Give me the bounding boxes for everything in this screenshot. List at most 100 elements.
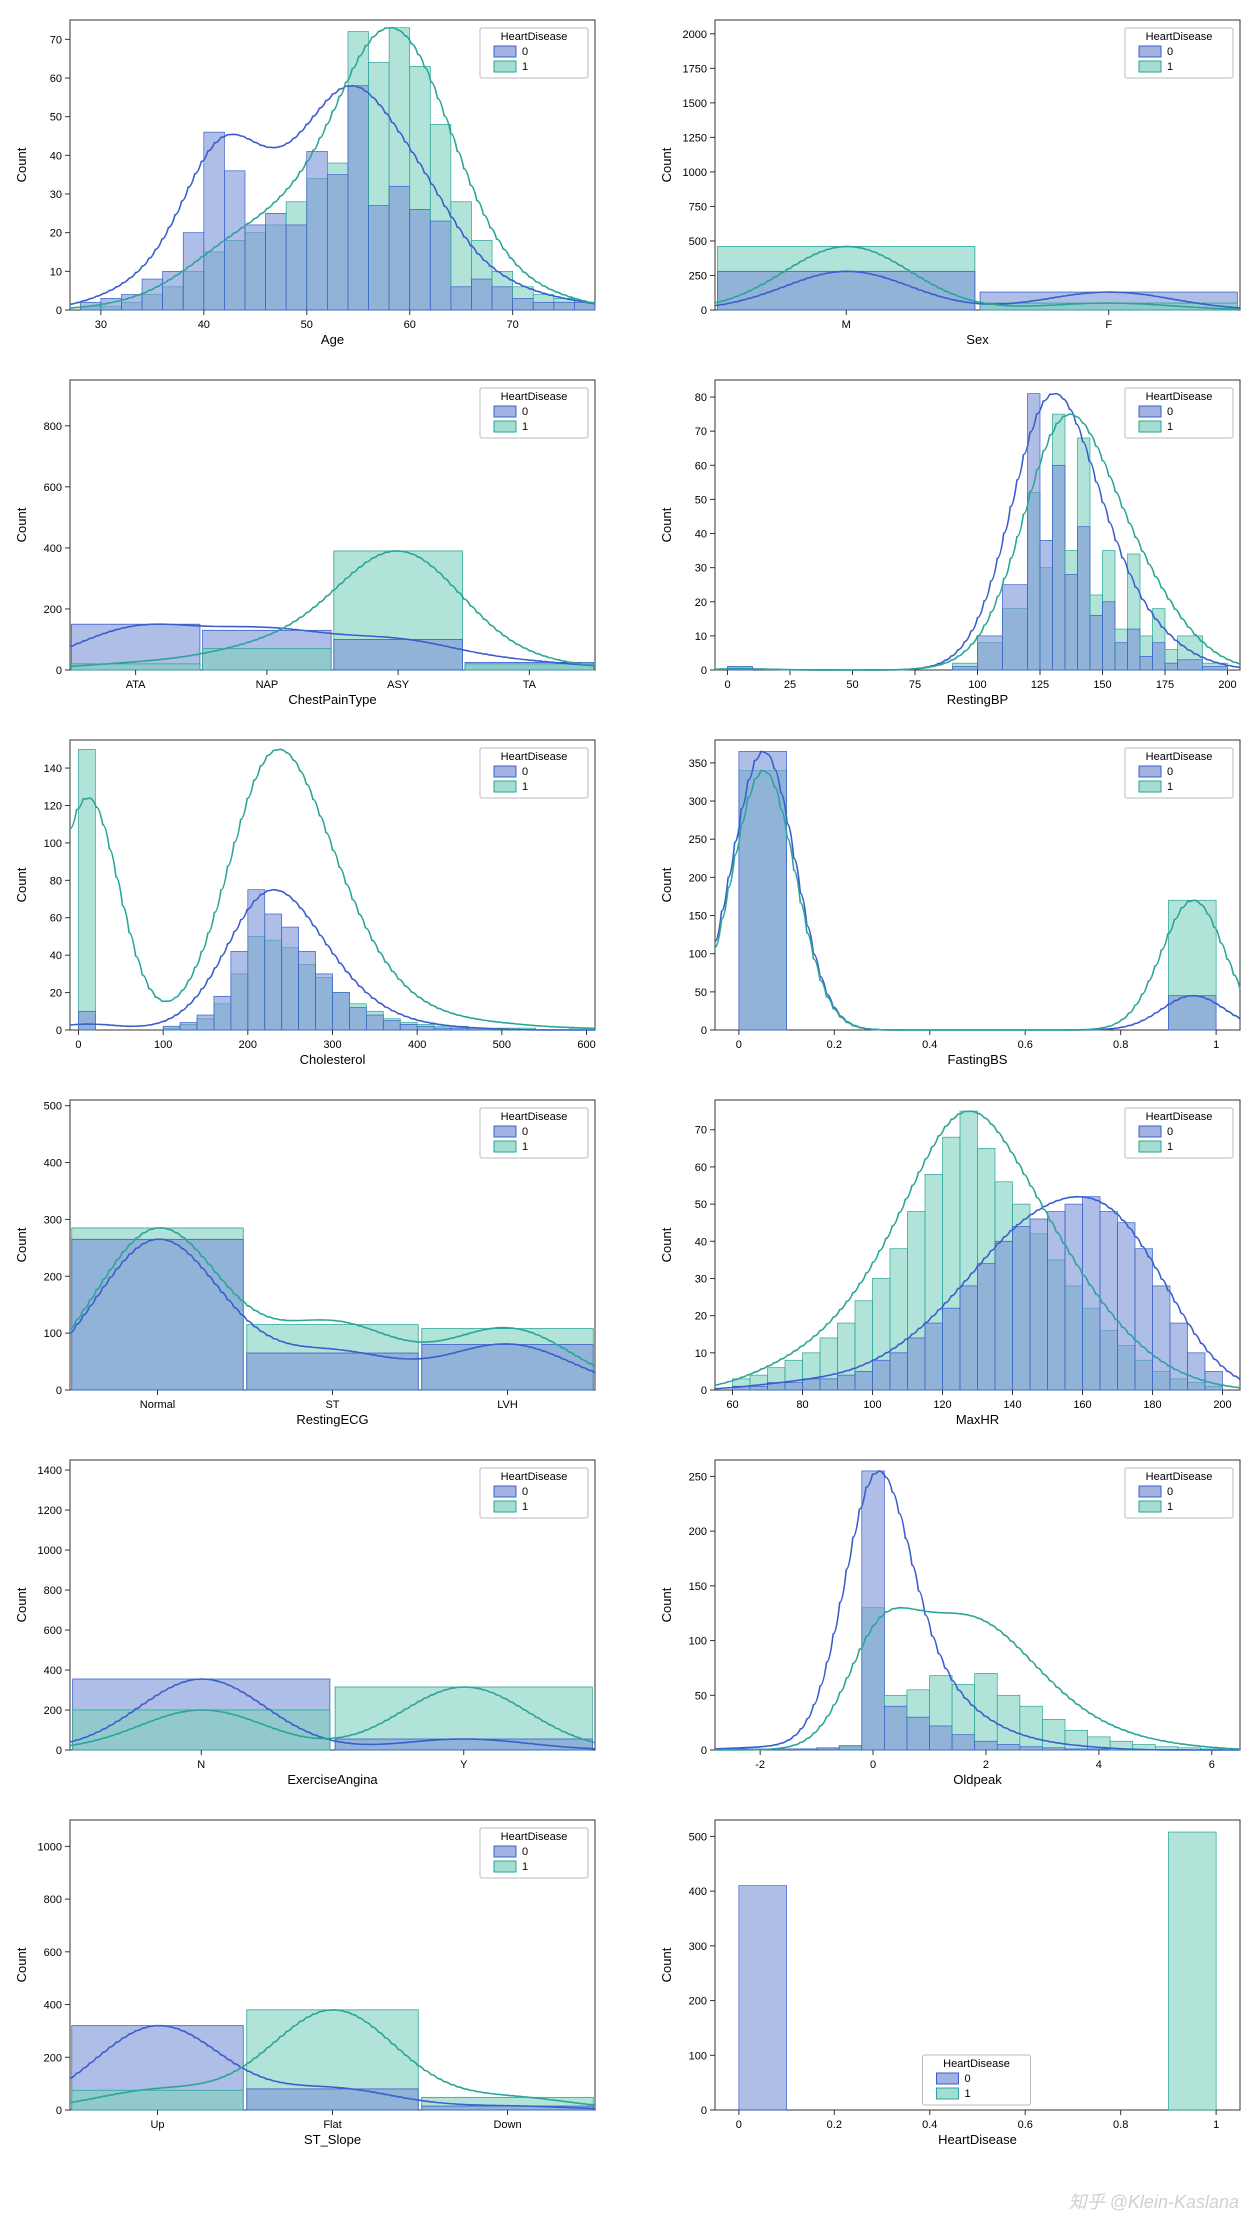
svg-text:0: 0 (56, 1385, 62, 1397)
svg-text:N: N (197, 1759, 205, 1771)
svg-text:6: 6 (1208, 1759, 1214, 1771)
svg-text:0.4: 0.4 (922, 1039, 937, 1051)
svg-text:1: 1 (522, 781, 528, 793)
svg-text:0: 0 (56, 1745, 62, 1757)
svg-text:80: 80 (796, 1399, 808, 1411)
svg-text:0.4: 0.4 (922, 2119, 937, 2131)
svg-text:0: 0 (522, 406, 528, 418)
svg-text:HeartDisease: HeartDisease (501, 1471, 568, 1483)
svg-text:LVH: LVH (497, 1399, 518, 1411)
svg-text:1: 1 (1167, 781, 1173, 793)
svg-text:600: 600 (577, 1039, 595, 1051)
svg-text:0: 0 (700, 665, 706, 677)
svg-text:200: 200 (1213, 1399, 1231, 1411)
svg-text:10: 10 (694, 631, 706, 643)
svg-text:0: 0 (724, 679, 730, 691)
svg-text:180: 180 (1143, 1399, 1161, 1411)
svg-text:HeartDisease: HeartDisease (1145, 751, 1212, 763)
legend: HeartDisease 0 1 (480, 1468, 588, 1518)
svg-text:1: 1 (1167, 1501, 1173, 1513)
svg-text:0: 0 (700, 305, 706, 317)
svg-text:120: 120 (44, 800, 62, 812)
svg-text:Cholesterol: Cholesterol (300, 1052, 366, 1067)
svg-text:200: 200 (44, 604, 62, 616)
svg-text:30: 30 (50, 189, 62, 201)
svg-text:600: 600 (44, 1947, 62, 1959)
svg-text:400: 400 (688, 1886, 706, 1898)
svg-text:1: 1 (522, 421, 528, 433)
svg-text:200: 200 (44, 1271, 62, 1283)
svg-text:250: 250 (688, 834, 706, 846)
svg-text:750: 750 (688, 201, 706, 213)
svg-text:100: 100 (968, 679, 986, 691)
svg-text:F: F (1105, 319, 1112, 331)
svg-text:0: 0 (735, 1039, 741, 1051)
svg-text:100: 100 (688, 2050, 706, 2062)
panel-hd: 010020030040050000.20.40.60.81HeartDisea… (655, 1810, 1259, 2150)
svg-text:0: 0 (522, 1486, 528, 1498)
svg-text:70: 70 (694, 426, 706, 438)
panel-cpt: 0200400600800ATANAPASYTAChestPainTypeCou… (10, 370, 625, 710)
svg-text:400: 400 (44, 2000, 62, 2012)
svg-text:0: 0 (700, 1745, 706, 1757)
svg-text:500: 500 (493, 1039, 511, 1051)
svg-text:175: 175 (1155, 679, 1173, 691)
svg-text:M: M (841, 319, 850, 331)
svg-text:1000: 1000 (38, 1545, 62, 1557)
svg-text:30: 30 (694, 563, 706, 575)
svg-text:150: 150 (688, 911, 706, 923)
panel-mhr: 0102030405060706080100120140160180200Max… (655, 1090, 1259, 1430)
svg-text:30: 30 (694, 1273, 706, 1285)
svg-text:0: 0 (75, 1039, 81, 1051)
svg-text:0: 0 (870, 1759, 876, 1771)
svg-text:60: 60 (404, 319, 416, 331)
svg-text:Up: Up (150, 2119, 164, 2131)
legend: HeartDisease01 (922, 2055, 1030, 2105)
panel-age: 0102030405060703040506070AgeCountHeartDi… (10, 10, 625, 350)
legend: HeartDisease01 (480, 1828, 588, 1878)
panel-fbs: 05010015020025030035000.20.40.60.81Fasti… (655, 730, 1259, 1070)
svg-text:0: 0 (1167, 46, 1173, 58)
svg-text:80: 80 (50, 875, 62, 887)
panel-exang: 0200400600800100012001400NYExerciseAngin… (10, 1450, 625, 1790)
legend: HeartDisease 0 1 (480, 388, 588, 438)
svg-text:Count: Count (659, 507, 674, 542)
svg-text:40: 40 (694, 529, 706, 541)
legend: HeartDisease01 (480, 1108, 588, 1158)
svg-text:HeartDisease: HeartDisease (501, 391, 568, 403)
svg-text:250: 250 (688, 1471, 706, 1483)
svg-text:1000: 1000 (682, 167, 706, 179)
svg-text:50: 50 (694, 1199, 706, 1211)
svg-text:300: 300 (323, 1039, 341, 1051)
panel-sex: 025050075010001250150017502000MFSexCount… (655, 10, 1259, 350)
svg-text:100: 100 (44, 1328, 62, 1340)
svg-text:300: 300 (688, 796, 706, 808)
svg-text:250: 250 (688, 270, 706, 282)
svg-text:300: 300 (688, 1941, 706, 1953)
svg-text:RestingBP: RestingBP (946, 692, 1007, 707)
svg-text:800: 800 (44, 1585, 62, 1597)
svg-text:Down: Down (493, 2119, 521, 2131)
svg-text:NAP: NAP (256, 679, 279, 691)
svg-text:0.8: 0.8 (1113, 2119, 1128, 2131)
svg-text:Y: Y (460, 1759, 468, 1771)
svg-text:200: 200 (688, 1526, 706, 1538)
svg-text:60: 60 (694, 1162, 706, 1174)
svg-text:Count: Count (14, 1947, 29, 1982)
svg-text:ChestPainType: ChestPainType (288, 692, 376, 707)
panel-oldpeak: 050100150200250-20246OldpeakCountHeartDi… (655, 1450, 1259, 1790)
svg-text:1200: 1200 (38, 1505, 62, 1517)
svg-text:Count: Count (14, 867, 29, 902)
svg-text:500: 500 (688, 236, 706, 248)
svg-text:1: 1 (964, 2088, 970, 2100)
svg-text:FastingBS: FastingBS (947, 1052, 1007, 1067)
svg-text:1: 1 (522, 1501, 528, 1513)
svg-text:50: 50 (846, 679, 858, 691)
svg-text:500: 500 (688, 1831, 706, 1843)
svg-text:30: 30 (95, 319, 107, 331)
svg-text:75: 75 (908, 679, 920, 691)
svg-text:Sex: Sex (966, 332, 989, 347)
legend: HeartDisease01 (1125, 748, 1233, 798)
svg-text:MaxHR: MaxHR (955, 1412, 998, 1427)
svg-text:350: 350 (688, 758, 706, 770)
